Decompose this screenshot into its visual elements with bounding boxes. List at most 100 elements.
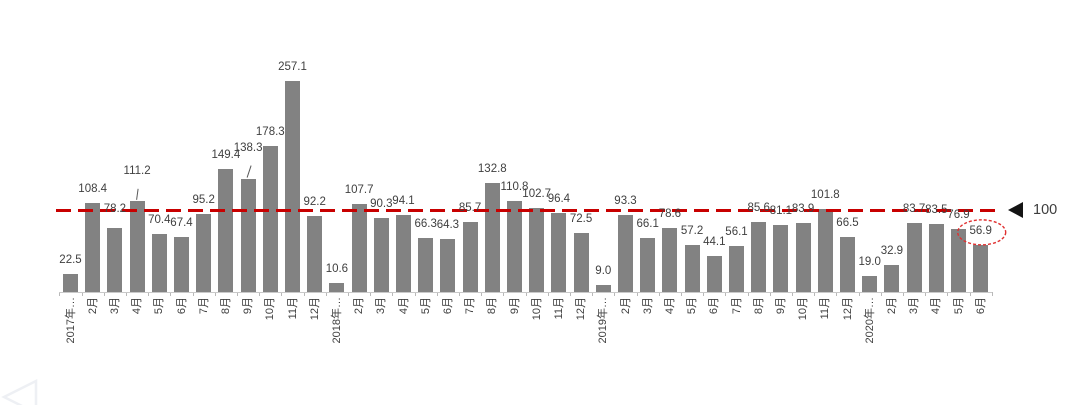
bar-value-label: 81.1 (769, 205, 793, 218)
x-axis-tick (214, 292, 216, 296)
x-axis-tick (836, 292, 838, 296)
bar (706, 255, 722, 292)
x-axis-label: 12月 (841, 297, 854, 321)
bar (129, 200, 145, 292)
x-axis-label: 12月 (308, 297, 321, 321)
x-axis-label: 2020年… (863, 297, 876, 344)
x-axis-label: 3月 (375, 297, 388, 315)
bar (529, 207, 545, 292)
x-axis-label: 11月 (552, 297, 565, 320)
bar (196, 213, 212, 292)
x-axis-label: 5月 (419, 297, 432, 315)
bar-value-label: 72.5 (569, 212, 593, 225)
x-axis-tick (725, 292, 727, 296)
x-axis-tick (903, 292, 904, 296)
bar-value-label: 178.3 (255, 125, 285, 138)
x-axis-tick (170, 292, 172, 296)
bar (262, 145, 278, 292)
x-axis-label: 5月 (952, 297, 965, 315)
x-axis-tick (703, 292, 705, 296)
bar (285, 81, 300, 292)
bar-value-label: 96.4 (547, 192, 571, 205)
x-axis-tick (414, 292, 416, 296)
bar (240, 178, 256, 292)
x-axis-tick (459, 292, 460, 296)
bar (906, 223, 922, 292)
bar-value-label: 83.5 (925, 203, 948, 216)
bar-value-label: 78.2 (103, 202, 127, 215)
bar-value-label: 110.8 (500, 181, 529, 194)
left-triangle-icon (1008, 202, 1023, 218)
x-axis-tick (392, 292, 394, 296)
x-axis-label: 10月 (797, 297, 810, 321)
bar (151, 234, 167, 292)
x-axis-tick (858, 292, 860, 296)
bar (951, 228, 966, 292)
bar (484, 183, 500, 292)
x-axis-tick (503, 292, 505, 296)
bar-value-label: 111.2 (123, 164, 151, 177)
bar-value-label: 66.3 (414, 217, 437, 230)
x-axis-label: 11月 (286, 297, 299, 320)
x-axis-tick (880, 292, 882, 296)
bar-value-label: 64.3 (436, 219, 460, 232)
x-axis-label: 7月 (730, 297, 743, 315)
x-axis-label: 2018年… (330, 297, 343, 344)
x-axis-tick (103, 292, 105, 296)
x-axis-tick (436, 292, 438, 296)
x-axis-label: 3月 (108, 297, 121, 315)
bar-value-label: 85.6 (747, 201, 770, 214)
bar (840, 237, 855, 292)
bar (551, 212, 567, 292)
x-axis-label: 9月 (508, 297, 521, 315)
x-axis-tick (281, 292, 283, 296)
bar-value-label: 257.1 (278, 61, 307, 74)
x-axis-label: 2月 (86, 297, 99, 315)
bar (928, 223, 944, 292)
x-axis-label: 10月 (530, 297, 543, 321)
bar-value-label: 94.1 (392, 194, 415, 207)
x-axis-tick (658, 292, 660, 296)
x-axis-label: 6月 (708, 297, 721, 315)
x-axis-label: 3月 (641, 297, 654, 315)
x-axis-tick (370, 292, 372, 296)
x-axis-tick (303, 292, 305, 296)
x-axis-tick (592, 292, 594, 296)
bar (373, 217, 389, 292)
bar (418, 237, 434, 292)
bar (329, 283, 345, 292)
x-axis-label: 3月 (908, 297, 921, 315)
x-axis-label: 4月 (663, 297, 676, 315)
x-axis-line (59, 292, 992, 293)
reference-line-100 (56, 208, 1002, 212)
bar-value-label: 9.0 (595, 264, 612, 277)
x-axis-label: 6月 (175, 297, 188, 315)
x-axis-tick (81, 292, 83, 296)
bar (63, 273, 78, 292)
x-axis-tick (969, 292, 971, 296)
x-axis-label: 2019年… (597, 297, 610, 344)
bar-value-label: 85.7 (458, 201, 482, 214)
x-axis-tick (237, 292, 238, 296)
x-axis-label: 9月 (774, 297, 787, 315)
x-axis-tick (947, 292, 949, 296)
bar-value-label: 138.3 (233, 141, 263, 154)
reference-line-label: 100 (1033, 202, 1058, 218)
x-axis-tick (259, 292, 261, 296)
bar (595, 284, 611, 292)
bar-value-label: 92.2 (303, 196, 326, 209)
x-axis-label: 2017年… (64, 297, 77, 344)
x-axis-label: 9月 (242, 297, 255, 315)
bar (174, 236, 189, 292)
x-axis-tick (348, 292, 349, 296)
bar-value-label: 132.8 (477, 163, 507, 176)
bar-value-label: 93.3 (614, 195, 637, 208)
bar (662, 227, 678, 292)
bar-value-label: 102.7 (522, 187, 552, 200)
x-axis-label: 4月 (397, 297, 410, 315)
x-axis-tick (681, 292, 682, 296)
bar (773, 225, 789, 292)
x-axis-tick (59, 292, 61, 296)
bar (795, 223, 811, 292)
